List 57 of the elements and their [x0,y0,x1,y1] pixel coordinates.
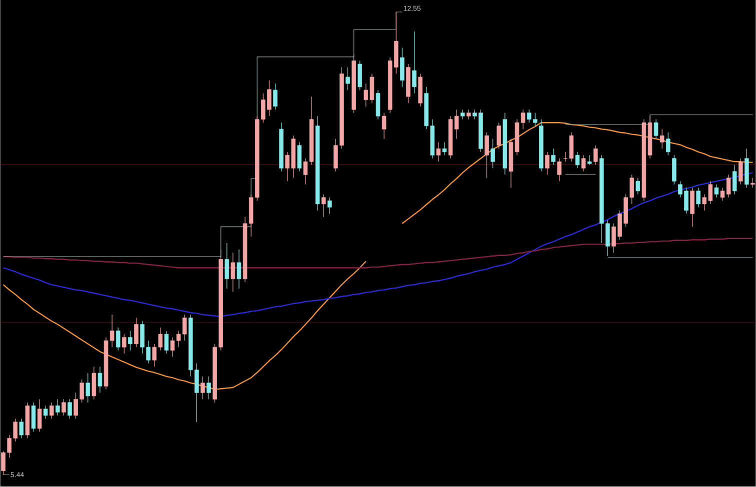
candlestick [575,152,580,169]
candlestick [436,142,441,162]
candlestick [273,83,278,110]
candlestick [37,399,42,432]
candlestick [200,376,205,400]
candlestick [86,373,90,403]
candlestick [122,334,126,354]
candlestick [358,60,362,91]
candlestick [732,164,737,195]
candlestick [696,188,700,208]
candlestick [43,406,48,420]
candlestick [551,148,556,166]
candlestick [442,142,447,156]
candlestick [346,67,350,91]
candlestick [660,128,664,150]
candlestick [56,399,60,416]
candlestick [50,402,54,420]
candlestick [738,158,743,185]
candlestick [714,184,719,198]
candlestick [230,252,236,292]
candlestick [116,327,120,351]
candlestick [164,330,169,354]
candlestick [412,31,416,94]
candlestick [134,318,138,348]
candlestick [376,90,380,120]
candlestick [382,112,386,140]
candlestick [236,249,242,290]
candlestick [297,142,302,172]
candlestick [321,194,326,218]
candlestick [31,402,36,432]
candlestick [484,132,489,178]
candlestick [545,152,550,176]
candlestick [19,418,24,439]
candlestick [98,366,102,394]
candlestick [490,138,495,169]
candlestick [557,158,562,182]
candlestick [466,109,471,120]
candlestick [496,122,502,150]
candlestick [460,109,465,120]
candlestick [224,242,230,290]
candlestick [68,399,72,420]
candlestick [128,330,132,351]
candlestick [672,155,676,185]
candlestick [593,145,598,166]
candlestick [400,48,404,88]
candlestick [328,197,332,214]
candlestick [92,366,96,400]
candlestick [690,188,694,228]
candlestick [587,155,592,166]
candlestick [206,376,211,400]
candlestick [666,132,670,156]
candlestick [654,119,658,140]
candlestick [62,399,66,416]
candlestick [303,158,308,185]
candlestick [581,155,586,172]
candlestick [636,178,640,195]
candlestick [750,178,755,188]
